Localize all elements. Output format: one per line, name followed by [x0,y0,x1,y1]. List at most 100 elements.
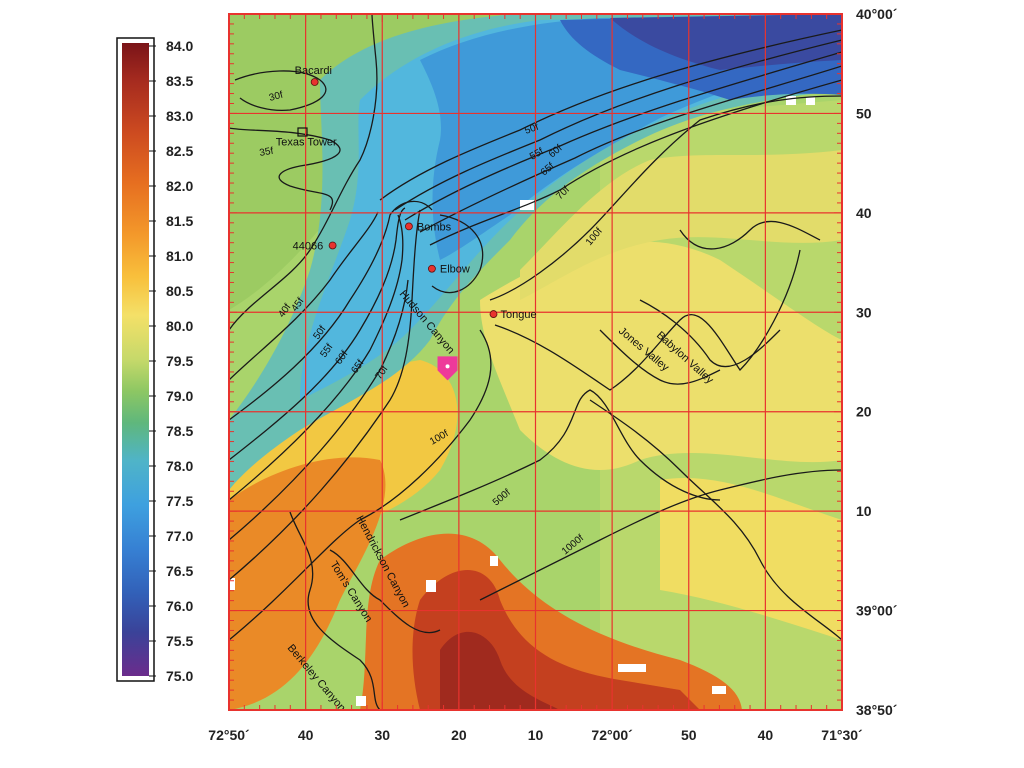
legend-value: 75.0 [166,668,193,684]
zone-yellow-east [480,241,842,470]
longitude-labels: 72°50´ 40 30 20 10 72°00´ 50 40 71°30´ [208,727,863,743]
contour-50f [229,200,433,421]
longitude-label: 72°00´ [591,727,633,743]
texas-tower-icon [297,127,308,137]
longitude-label: 30 [374,727,390,743]
cloud-patch [712,686,726,694]
legend-value: 81.0 [166,248,193,264]
latitude-labels: 40°00´ 50 40 30 20 10 39°00´ 38°50´ [856,6,898,718]
zone-lightblue [300,14,842,400]
contour-500f [399,389,721,521]
contour-north-70f [429,79,842,246]
latitude-label: 40 [856,205,872,221]
cloud-patch [786,96,796,105]
place-label: Bacardi [295,65,332,77]
contour-north-60f [404,51,842,221]
contour-north-50f [379,29,842,201]
zone-orange-southwest [229,457,386,710]
legend-value: 78.5 [166,423,193,439]
cloud-patch [490,556,498,566]
legend-value: 75.5 [166,633,193,649]
temperature-legend: 84.0 83.5 83.0 82.5 82.0 81.5 81.0 80.5 80.0 79.5… [116,37,193,684]
map: 30f 35f 40f 45f 50f 55f 60f 65f 70f 100f… [229,14,842,710]
legend-labels: 84.0 83.5 83.0 82.5 82.0 81.5 81.0 80.5 80.0 79.5… [149,38,193,684]
legend-value: 80.0 [166,318,193,334]
longitude-label: 10 [528,727,544,743]
cloud-patch [356,696,366,706]
zone-yellow-northeast [520,150,842,300]
frame-ticks [228,13,843,711]
legend-value: 81.5 [166,213,193,229]
legend-value: 84.0 [166,38,193,54]
contour-north-100f [489,95,842,301]
contour-100f [229,329,492,641]
longitude-label: 20 [451,727,467,743]
contour-east-wavy [679,220,821,250]
place-dot [405,222,413,231]
legend-value: 82.0 [166,178,193,194]
contour-label: 35f [259,146,275,159]
longitude-label: 40 [298,727,314,743]
contour-65f [229,279,409,541]
zone-green-north [229,14,520,310]
cloud-patch [806,97,815,105]
place-markers: Bacardi Texas Tower 44066 Bombs Elbow Tongue [276,65,537,321]
legend-value: 82.5 [166,143,193,159]
contour-label: 30f [268,90,284,104]
place-dot [489,310,498,318]
longitude-label: 50 [681,727,697,743]
legend-value: 83.5 [166,73,193,89]
zone-yellow-east2 [660,478,842,640]
contour-60f [229,214,404,501]
bathymetry-contours [229,14,842,710]
contour-jones [599,329,721,385]
cloud-patch [229,578,235,590]
place-label: Tongue [501,309,537,321]
contour-north-55f [394,39,842,211]
contour-45f [229,211,379,381]
legend-value: 83.0 [166,108,193,124]
longitude-label: 71°30´ [821,727,863,743]
latitude-label: 20 [856,404,872,420]
latitude-label: 30 [856,304,872,320]
legend-value: 77.0 [166,528,193,544]
legend-value: 76.5 [166,563,193,579]
legend-value: 76.0 [166,598,193,614]
latitude-label: 40°00´ [856,6,898,22]
longitude-label: 40 [758,727,774,743]
place-label: Texas Tower [276,137,337,149]
contour-40f [229,14,378,331]
place-label: Bombs [417,221,452,233]
position-marker [437,356,458,381]
contour-canyon-east [431,214,484,294]
cloud-patch [618,664,646,672]
place-label: Elbow [440,264,470,276]
contour-tongue [494,249,801,391]
place-dot [428,264,436,273]
cloud-patch [426,580,436,592]
lat-lon-grid [229,14,842,710]
legend-value: 77.5 [166,493,193,509]
contour-south-wavy2 [329,549,441,634]
place-dot [328,241,337,250]
latitude-label: 50 [856,105,872,121]
contour-south-wavy [289,511,381,710]
marker-center-dot [445,364,450,369]
place-dot [310,78,319,86]
legend-value: 79.0 [166,388,193,404]
zone-darkred-south [440,631,560,710]
zone-indigo [610,14,842,70]
latitude-label: 38°50´ [856,702,898,718]
latitude-label: 10 [856,503,872,519]
latitude-label: 39°00´ [856,603,898,619]
legend-value: 79.5 [166,353,193,369]
legend-value: 78.0 [166,458,193,474]
contour-north-65f [419,65,842,233]
legend-colorbar [122,43,149,676]
contour-label: 50f [523,122,540,137]
tower-square [297,127,308,137]
contour-30f [234,70,327,112]
longitude-label: 72°50´ [208,727,250,743]
legend-value: 80.5 [166,283,193,299]
